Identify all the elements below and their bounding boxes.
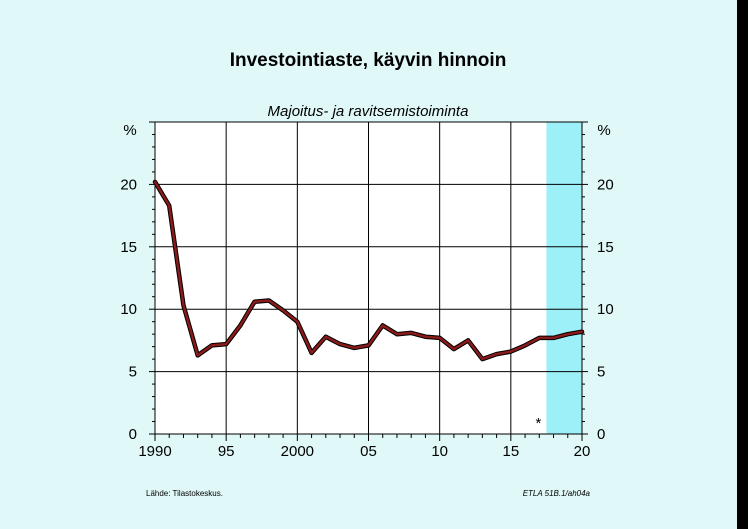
y-tick-label-left: 20 xyxy=(120,176,137,193)
series-group xyxy=(152,179,585,362)
y-unit-right: % xyxy=(597,122,610,139)
chart-title: Investointiaste, käyvin hinnoin xyxy=(230,50,507,71)
x-tick-label: 95 xyxy=(218,443,235,460)
y-tick-label-left: 0 xyxy=(129,426,137,443)
x-tick-label: 10 xyxy=(431,443,448,460)
y-tick-label-right: 10 xyxy=(597,301,614,318)
source-note: Lähde: Tilastokeskus. xyxy=(146,489,223,498)
x-tick-label: 15 xyxy=(502,443,519,460)
y-unit-left: % xyxy=(123,122,136,139)
chart-code: ETLA 51B.1/ah04a xyxy=(523,489,591,498)
x-tick-label: 1990 xyxy=(138,443,171,460)
y-tick-label-right: 20 xyxy=(597,176,614,193)
forecast-marker: * xyxy=(535,415,541,432)
y-tick-label-right: 5 xyxy=(597,364,605,381)
y-tick-label-left: 15 xyxy=(120,239,137,256)
y-tick-label-right: 15 xyxy=(597,239,614,256)
series-line xyxy=(153,180,584,361)
y-tick-label-left: 5 xyxy=(129,364,137,381)
forecast-band xyxy=(546,122,582,434)
x-tick-label: 20 xyxy=(574,443,591,460)
x-tick-label: 05 xyxy=(360,443,377,460)
grid-lines xyxy=(155,122,582,434)
y-tick-label-left: 10 xyxy=(120,301,137,318)
axis-ticks xyxy=(149,121,588,441)
y-tick-label-right: 0 xyxy=(597,426,605,443)
chart-subtitle: Majoitus- ja ravitsemistoiminta xyxy=(268,103,469,120)
x-tick-label: 2000 xyxy=(281,443,314,460)
